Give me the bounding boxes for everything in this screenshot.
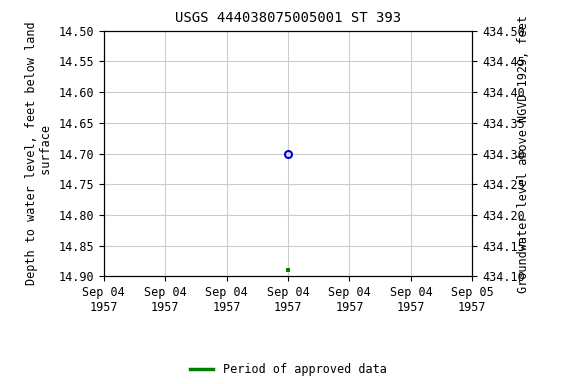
Title: USGS 444038075005001 ST 393: USGS 444038075005001 ST 393 [175,12,401,25]
Legend: Period of approved data: Period of approved data [185,359,391,381]
Y-axis label: Groundwater level above NGVD 1929, feet: Groundwater level above NGVD 1929, feet [517,15,530,293]
Y-axis label: Depth to water level, feet below land
 surface: Depth to water level, feet below land su… [25,22,53,285]
